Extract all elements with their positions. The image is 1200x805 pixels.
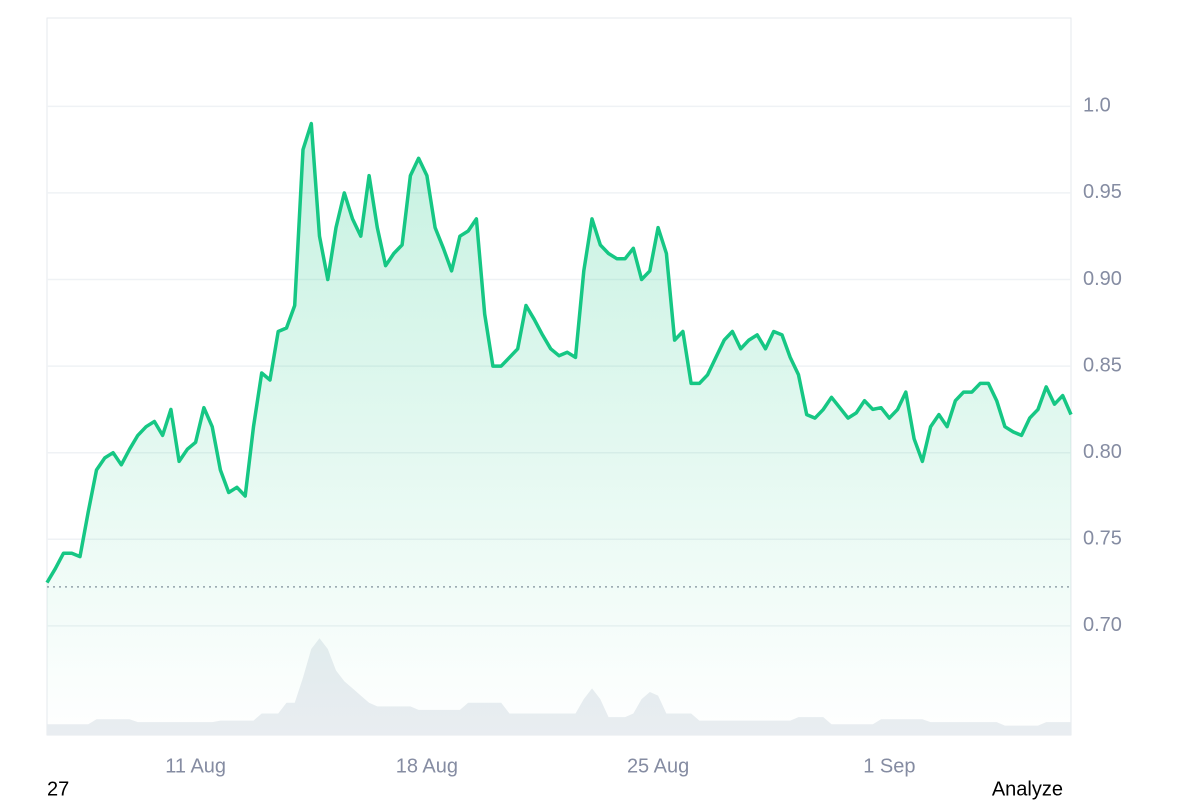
x-tick-label: 18 Aug <box>396 755 458 777</box>
x-tick-label: 25 Aug <box>627 755 689 777</box>
price-line <box>45 121 1073 584</box>
y-tick-label: 1.0 <box>1083 95 1111 117</box>
y-tick-label: 0.95 <box>1083 181 1122 203</box>
y-tick-label: 0.90 <box>1083 268 1122 290</box>
x-tick-label: 1 Sep <box>863 755 915 777</box>
x-tick-label: 11 Aug <box>165 755 226 777</box>
y-tick-label: 0.70 <box>1083 614 1122 636</box>
price-area <box>47 123 1071 736</box>
y-tick-label: 0.80 <box>1083 441 1122 463</box>
y-tick-label: 0.75 <box>1083 528 1122 550</box>
y-tick-label: 0.85 <box>1083 354 1122 376</box>
footer-left: 27 <box>47 778 69 800</box>
footer-right[interactable]: Analyze <box>992 778 1063 800</box>
